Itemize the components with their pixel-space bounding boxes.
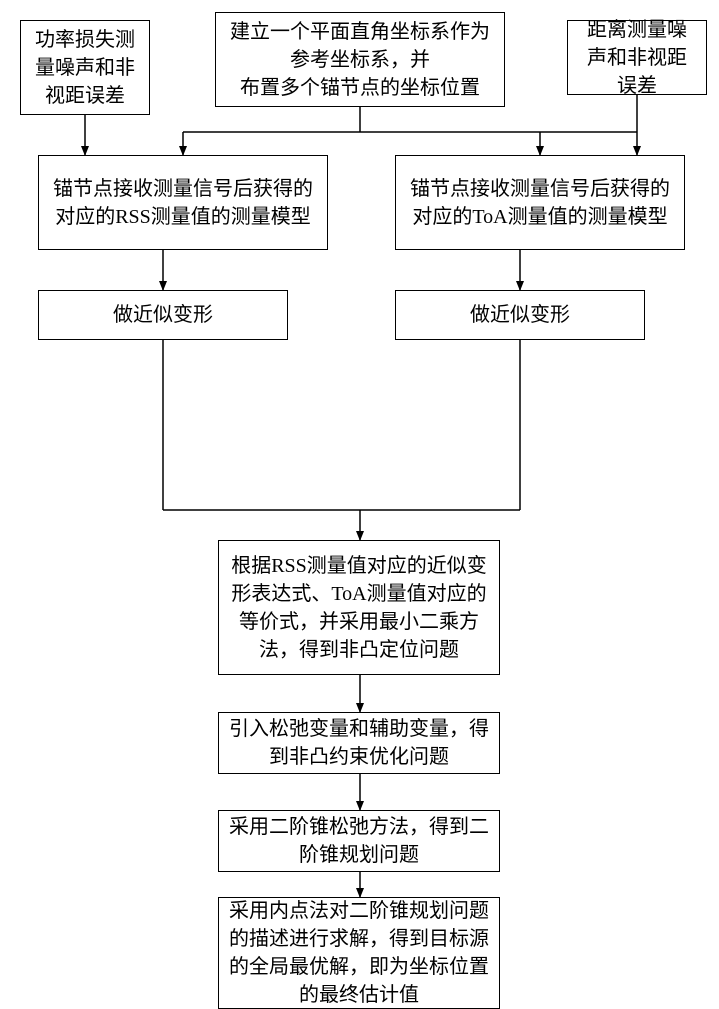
node-text: 建立一个平面直角坐标系作为参考坐标系，并 布置多个锚节点的坐标位置 xyxy=(226,18,494,102)
node-slack-vars: 引入松弛变量和辅助变量，得到非凸约束优化问题 xyxy=(218,712,500,774)
node-power-loss: 功率损失测量噪声和非视距误差 xyxy=(20,20,150,115)
node-text: 做近似变形 xyxy=(470,301,570,329)
node-text: 采用二阶锥松弛方法，得到二阶锥规划问题 xyxy=(229,813,489,869)
node-text: 引入松弛变量和辅助变量，得到非凸约束优化问题 xyxy=(229,715,489,771)
node-nonconvex: 根据RSS测量值对应的近似变形表达式、ToA测量值对应的等价式，并采用最小二乘方… xyxy=(218,540,500,675)
node-approx-left: 做近似变形 xyxy=(38,290,288,340)
node-rss-model: 锚节点接收测量信号后获得的对应的RSS测量值的测量模型 xyxy=(38,155,328,250)
node-interior-point: 采用内点法对二阶锥规划问题的描述进行求解，得到目标源的全局最优解，即为坐标位置的… xyxy=(218,897,500,1009)
node-text: 锚节点接收测量信号后获得的对应的ToA测量值的测量模型 xyxy=(406,175,674,231)
node-text: 采用内点法对二阶锥规划问题的描述进行求解，得到目标源的全局最优解，即为坐标位置的… xyxy=(229,897,489,1009)
node-text: 做近似变形 xyxy=(113,301,213,329)
node-approx-right: 做近似变形 xyxy=(395,290,645,340)
node-distance-noise: 距离测量噪声和非视距误差 xyxy=(567,20,707,95)
node-socp-relax: 采用二阶锥松弛方法，得到二阶锥规划问题 xyxy=(218,810,500,872)
node-text: 根据RSS测量值对应的近似变形表达式、ToA测量值对应的等价式，并采用最小二乘方… xyxy=(229,552,489,664)
node-text: 锚节点接收测量信号后获得的对应的RSS测量值的测量模型 xyxy=(49,175,317,231)
node-toa-model: 锚节点接收测量信号后获得的对应的ToA测量值的测量模型 xyxy=(395,155,685,250)
node-text: 距离测量噪声和非视距误差 xyxy=(578,16,696,100)
node-text: 功率损失测量噪声和非视距误差 xyxy=(31,26,139,110)
node-coord-system: 建立一个平面直角坐标系作为参考坐标系，并 布置多个锚节点的坐标位置 xyxy=(215,12,505,107)
